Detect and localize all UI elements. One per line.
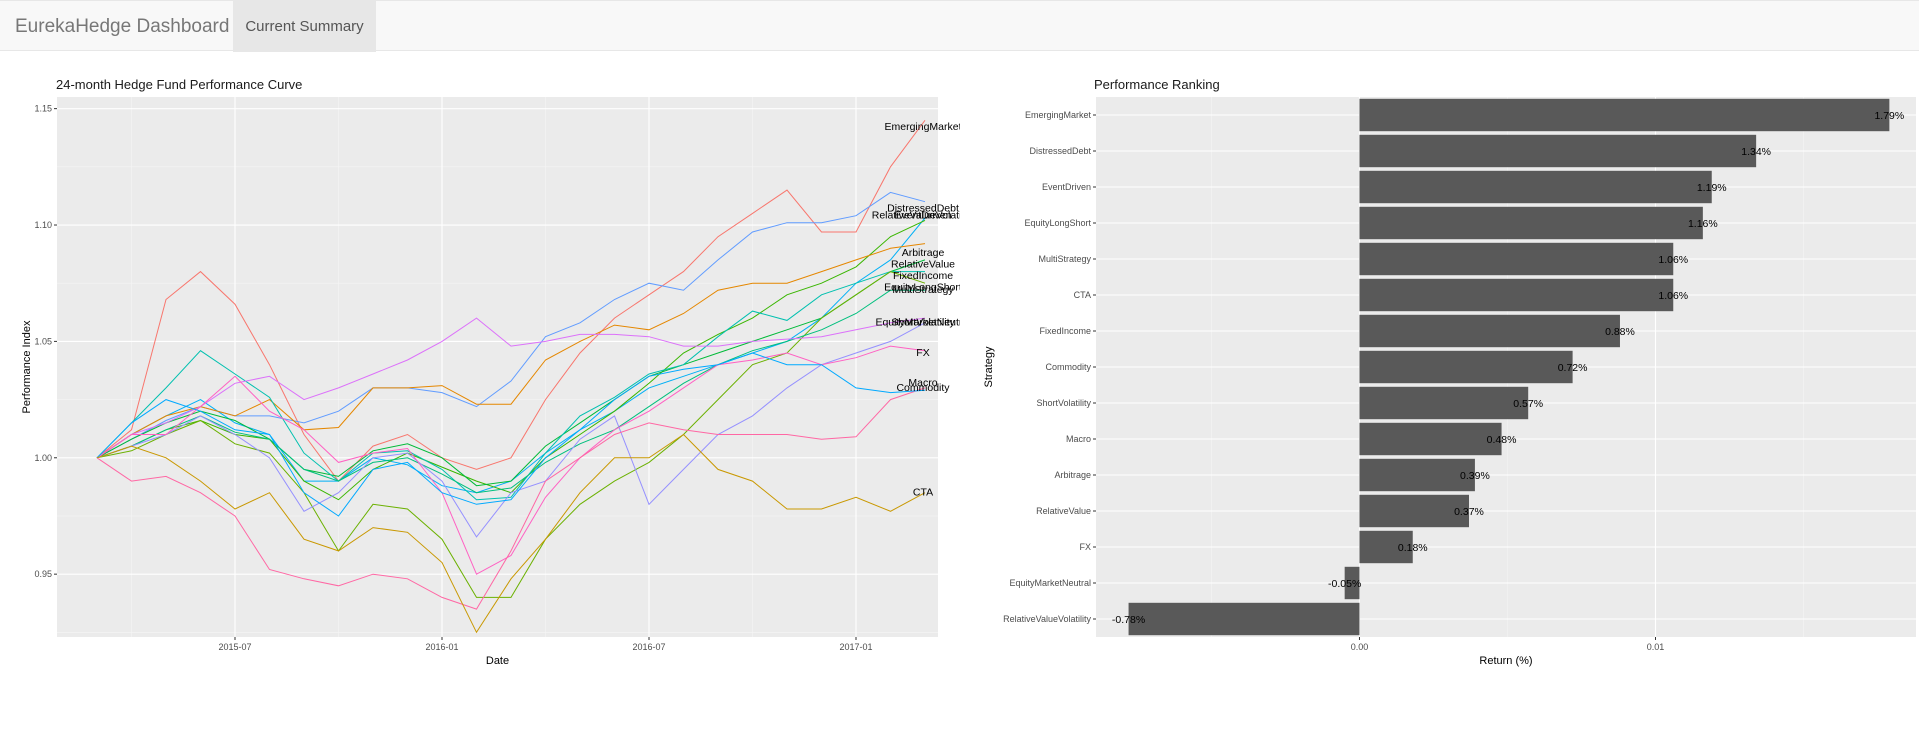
bar-value-label: 1.34% xyxy=(1741,146,1771,158)
y-tick-label: 1.05 xyxy=(34,336,52,346)
bar-value-label: 1.06% xyxy=(1658,290,1688,302)
y-tick-label: 1.15 xyxy=(34,104,52,114)
bar-relativevaluevolatility xyxy=(1128,602,1360,636)
x-tick-label: 2016-01 xyxy=(425,642,458,652)
bar-relativevalue xyxy=(1359,494,1469,528)
bar-value-label: 0.57% xyxy=(1513,398,1543,410)
x-tick-label: 2015-07 xyxy=(218,642,251,652)
line-plot-panel xyxy=(57,97,938,637)
series-line-fx xyxy=(96,345,926,575)
y-tick-label: 1.10 xyxy=(34,220,52,230)
series-end-label: Commodity xyxy=(896,382,950,394)
bar-emergingmarket xyxy=(1359,98,1890,132)
bar-macro xyxy=(1359,422,1502,456)
y-tick-label: Arbitrage xyxy=(1054,470,1091,480)
series-line-multistrategy xyxy=(96,289,925,494)
series-end-label: ShortVolatility xyxy=(891,317,955,329)
bar-value-label: 1.79% xyxy=(1874,110,1904,122)
bar-fx xyxy=(1359,530,1413,564)
bar-shortvolatility xyxy=(1359,386,1529,420)
series-end-label: EquityMarketNeutral xyxy=(875,317,960,329)
y-tick-label: Commodity xyxy=(1045,362,1091,372)
y-tick-label: CTA xyxy=(1074,290,1091,300)
bar-commodity xyxy=(1359,350,1573,384)
x-tick-label: 0.01 xyxy=(1647,642,1665,652)
y-tick-label: EquityMarketNeutral xyxy=(1009,578,1091,588)
y-tick-label: RelativeValue xyxy=(1036,506,1091,516)
series-end-label: FX xyxy=(916,347,929,359)
bar-value-label: 0.39% xyxy=(1460,470,1490,482)
bar-value-label: 1.16% xyxy=(1688,218,1718,230)
series-end-label: DistressedDebt xyxy=(887,203,959,215)
bar-chart: 0.00 0.01 1.79% EmergingMarket 1.34% Distress… xyxy=(983,97,1916,667)
y-tick-label: Macro xyxy=(1066,434,1091,444)
y-tick-label: FX xyxy=(1079,542,1091,552)
y-tick-label: DistressedDebt xyxy=(1029,146,1091,156)
navbar-brand[interactable]: EurekaHedge Dashboard xyxy=(15,16,230,37)
series-line-macro xyxy=(96,387,926,610)
bar-value-label: 0.88% xyxy=(1605,326,1635,338)
tab-current-summary[interactable]: Current Summary xyxy=(233,1,376,52)
x-tick-label: 2017-01 xyxy=(839,642,872,652)
series-line-shortvolatility xyxy=(96,322,926,538)
series-end-label: EquityLongShort xyxy=(884,282,960,294)
bar-value-label: 0.37% xyxy=(1454,506,1484,518)
series-line-fixedincome xyxy=(96,271,925,501)
y-axis-title: Strategy xyxy=(983,346,995,387)
series-line-relativevalue xyxy=(96,259,926,487)
y-tick-label: MultiStrategy xyxy=(1038,254,1091,264)
bar-fixedincome xyxy=(1359,314,1620,348)
y-axis-title: Performance Index xyxy=(21,320,33,413)
y-tick-label: RelativeValueVolatility xyxy=(1003,614,1091,624)
series-end-label: FixedIncome xyxy=(893,270,953,282)
bar-value-label: 0.18% xyxy=(1398,542,1428,554)
series-line-emergingmarket xyxy=(96,120,926,482)
bar-cta xyxy=(1359,278,1674,312)
series-line-arbitrage xyxy=(96,243,926,459)
y-tick-label: FixedIncome xyxy=(1039,326,1091,336)
series-end-label: CTA xyxy=(913,487,933,499)
x-axis-title: Return (%) xyxy=(1479,655,1532,667)
y-tick-label: 1.00 xyxy=(34,453,52,463)
y-tick-label: EquityLongShort xyxy=(1024,218,1091,228)
bar-eventdriven xyxy=(1359,170,1712,204)
series-end-label: EmergingMarket xyxy=(884,121,960,133)
series-end-label: RelativeValueVolatility xyxy=(872,210,960,222)
bar-distresseddebt xyxy=(1359,134,1757,168)
y-tick-label: ShortVolatility xyxy=(1036,398,1091,408)
line-chart: 0.95 1.00 1.05 1.10 1.15 2015-07 2016-01 2016-0… xyxy=(21,97,960,667)
series-line-cta xyxy=(96,433,926,634)
x-tick-label: 2016-07 xyxy=(632,642,665,652)
series-end-label: EventDriven xyxy=(894,210,951,222)
series-end-label: Macro xyxy=(908,377,937,389)
bar-multistrategy xyxy=(1359,242,1674,276)
bar-equitymarketneutral xyxy=(1344,566,1360,600)
series-line-commodity xyxy=(96,352,926,517)
navbar: EurekaHedge Dashboard Current Summary xyxy=(0,0,1919,52)
x-tick-label: 0.00 xyxy=(1351,642,1369,652)
series-end-label: MultiStrategy xyxy=(892,284,954,296)
bar-value-label: 1.19% xyxy=(1697,182,1727,194)
bar-value-label: -0.05% xyxy=(1328,578,1361,590)
bar-chart-title: Performance Ranking xyxy=(1094,77,1220,92)
y-tick-label: EventDriven xyxy=(1042,182,1091,192)
series-line-equitymarketneutral xyxy=(96,317,926,459)
bar-equitylongshort xyxy=(1359,206,1703,240)
y-tick-label: 0.95 xyxy=(34,569,52,579)
series-end-label: RelativeValue xyxy=(891,258,955,270)
y-tick-label: EmergingMarket xyxy=(1025,110,1092,120)
line-chart-title: 24-month Hedge Fund Performance Curve xyxy=(56,77,303,92)
bar-value-label: -0.78% xyxy=(1112,614,1145,626)
bar-value-label: 1.06% xyxy=(1658,254,1688,266)
bar-arbitrage xyxy=(1359,458,1475,492)
bar-value-label: 0.72% xyxy=(1558,362,1588,374)
series-end-label: Arbitrage xyxy=(902,247,945,259)
x-axis-title: Date xyxy=(486,655,509,667)
bar-value-label: 0.48% xyxy=(1487,434,1517,446)
